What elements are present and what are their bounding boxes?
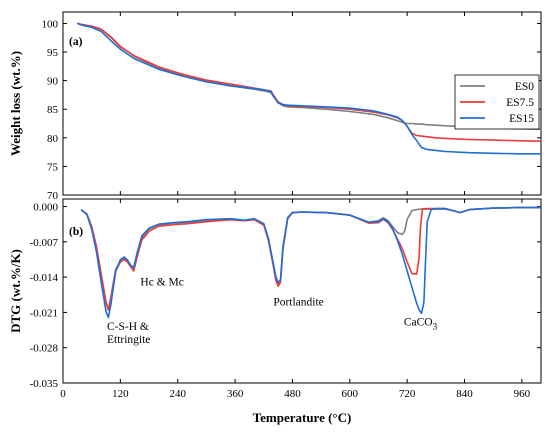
y-axis-label: Weight loss (wt.%) — [8, 51, 23, 156]
series-line-es0 — [80, 206, 541, 311]
annotation-label: Hc & Mc — [140, 277, 183, 289]
y-tick-label: 75 — [47, 161, 59, 173]
legend-label: ES0 — [515, 81, 534, 93]
y-tick-label: 80 — [47, 133, 59, 145]
x-tick-label: 720 — [399, 388, 416, 400]
y-tick-label: -0.007 — [30, 237, 59, 249]
panel-tag: (a) — [69, 36, 83, 48]
x-tick-label: 120 — [112, 388, 129, 400]
legend-label: ES15 — [509, 113, 534, 125]
x-tick-label: 480 — [284, 388, 301, 400]
y-tick-label: 0.000 — [33, 202, 58, 214]
x-tick-label: 600 — [342, 388, 359, 400]
y-tick-label: -0.035 — [30, 378, 59, 390]
annotation-label: CaCO3 — [404, 317, 438, 332]
series-line-es15 — [77, 22, 541, 155]
y-tick-label: 100 — [42, 18, 59, 30]
x-tick-label: 840 — [456, 388, 473, 400]
annotation-label: Ettringite — [107, 334, 150, 346]
y-axis-label: DTG (wt.%/K) — [8, 249, 23, 333]
y-tick-label: 85 — [47, 104, 59, 116]
series-line-es7-5 — [80, 206, 541, 311]
plot-frame — [62, 11, 542, 196]
annotation-label: Portlandite — [273, 296, 323, 308]
y-tick-label: 95 — [47, 47, 59, 59]
y-tick-label: 70 — [47, 190, 59, 202]
y-tick-label: -0.028 — [30, 343, 59, 355]
legend: ES0 ES7.5 ES15 — [454, 74, 540, 130]
annotation-label: C-S-H & — [107, 321, 149, 333]
legend-label: ES7.5 — [506, 97, 534, 109]
plot-frame — [62, 198, 542, 384]
panel-tag: (b) — [69, 226, 83, 238]
x-tick-label: 240 — [169, 388, 186, 400]
x-axis-label: Temperature (°C) — [253, 410, 352, 425]
annotation-subscript: 3 — [433, 322, 438, 332]
annotation-text: CaCO — [404, 317, 433, 329]
y-tick-label: 90 — [47, 76, 59, 88]
x-tick-label: 360 — [227, 388, 244, 400]
series-line-es15 — [80, 206, 541, 319]
x-tick-label: 0 — [60, 388, 66, 400]
y-tick-label: -0.014 — [30, 272, 59, 284]
y-tick-label: -0.021 — [30, 307, 58, 319]
x-tick-label: 960 — [514, 388, 531, 400]
